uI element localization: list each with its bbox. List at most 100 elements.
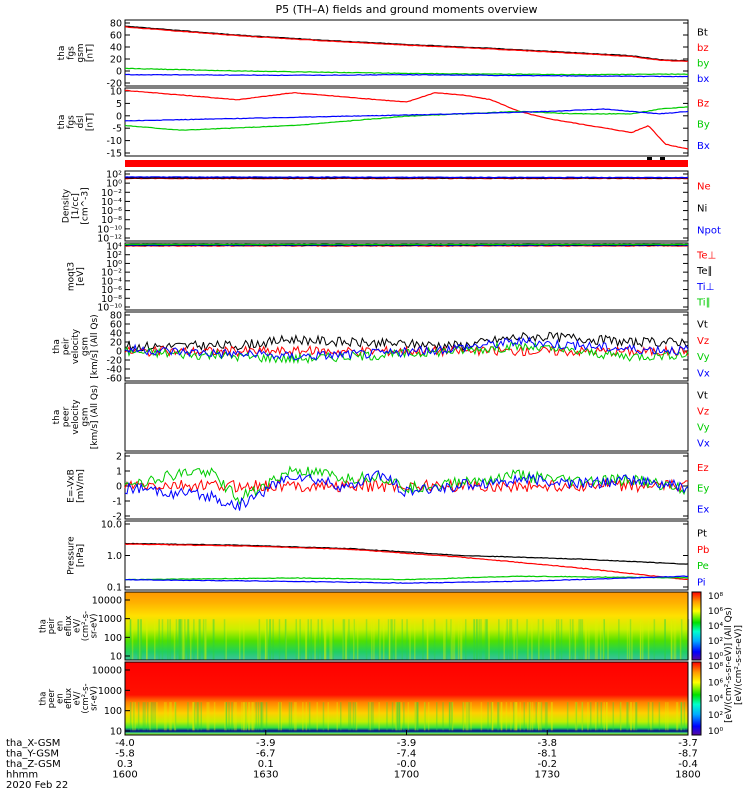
spectrogram-streak	[452, 619, 454, 660]
spectrogram-streak	[187, 619, 189, 660]
y-tick-label: 0	[116, 67, 122, 78]
panel-frame	[124, 170, 689, 242]
spectrogram-streak	[154, 619, 156, 660]
spectrogram-streak	[538, 619, 540, 660]
spectrogram-streak	[272, 619, 274, 660]
spectrogram-streak	[378, 702, 380, 732]
colorbar-tick-label: 10²	[708, 711, 723, 721]
spectrogram-streak	[527, 702, 529, 732]
spectrogram-streak	[225, 702, 227, 732]
y-tick-label: 60	[110, 320, 122, 331]
spectrogram-streak	[529, 702, 532, 732]
legend-Vt: Vt	[697, 391, 708, 402]
y-tick-label: -60	[106, 374, 122, 385]
spectrogram-streak	[393, 619, 396, 660]
spectrogram-streak	[190, 619, 192, 660]
spectrogram-streak	[449, 702, 451, 732]
series-line-Bz	[124, 89, 689, 150]
spectrogram-streak	[398, 702, 400, 732]
spectrogram-streak	[588, 619, 590, 660]
y-tick-label: 60	[110, 31, 122, 42]
y-tick-label: 80	[110, 19, 122, 30]
flag-mark	[660, 157, 665, 160]
x-tick-value: 1600	[112, 770, 137, 781]
y-tick-label: 0	[116, 482, 122, 493]
y-tick-label: -1	[113, 497, 122, 508]
spectrogram-streak	[373, 619, 375, 660]
y-label-line: [nT]	[85, 44, 95, 62]
spectrogram-streak	[370, 702, 373, 732]
spectrogram-streak	[491, 702, 494, 732]
spectrogram-streak	[436, 702, 438, 732]
y-tick-label: 0	[116, 347, 122, 358]
y-tick-label: 10	[110, 652, 122, 663]
spectrogram-streak	[590, 702, 592, 732]
series-line-Ex	[124, 470, 689, 511]
y-tick-label: 10000	[92, 666, 122, 677]
spectrogram-streak	[175, 619, 178, 660]
spectrogram-streak	[667, 702, 669, 732]
y-tick-label: 100	[104, 706, 122, 717]
y-tick-label: 10⁻⁸	[101, 294, 122, 305]
y-label-line: tha	[52, 410, 62, 425]
spectrogram-streak	[603, 619, 605, 660]
spectrogram-streak	[424, 702, 426, 732]
x-tick-value: -7.4	[397, 749, 417, 760]
spectrogram-streak	[223, 619, 226, 660]
spectrogram-streak	[484, 619, 487, 660]
spectrogram-streak	[192, 702, 194, 732]
spectrogram-streak	[468, 702, 470, 732]
spectrogram-streak	[671, 619, 673, 660]
spectrogram-streak	[395, 702, 397, 732]
spectrogram-streak	[321, 619, 323, 660]
spectrogram-streak	[581, 702, 584, 732]
spectrogram-streak	[352, 702, 355, 732]
spectrogram-streak	[399, 702, 401, 732]
spectrogram-streak	[599, 619, 602, 660]
y-label-line: [eV]	[76, 267, 86, 286]
spectrogram-streak	[260, 702, 263, 732]
spectrogram-streak	[515, 702, 517, 732]
spectrogram-streak	[450, 619, 452, 660]
spectrogram-streak	[460, 619, 463, 660]
spectrogram-streak	[629, 619, 632, 660]
spectrogram-streak	[202, 619, 205, 660]
spectrogram-streak	[198, 619, 200, 660]
spectrogram-streak	[278, 619, 281, 660]
y-tick-label: 10⁻⁶	[101, 206, 122, 217]
spectrogram-streak	[516, 619, 518, 660]
x-tick-value: -0.2	[537, 759, 557, 770]
colorbar-label-1: [eV/(cm²-s-sr-eV)] (All Qs)	[724, 607, 734, 723]
date-label: 2020 Feb 22	[6, 780, 68, 791]
series-line-Npot	[124, 176, 689, 179]
spectrogram-streak	[416, 702, 418, 732]
spectrogram-streak	[179, 619, 181, 660]
spectrogram-streak	[251, 702, 253, 732]
spectrogram-streak	[325, 619, 327, 660]
spectrogram-streak	[448, 702, 451, 732]
spectrogram-streak	[417, 702, 419, 732]
spectrogram-streak	[498, 619, 500, 660]
spectrogram-streak	[574, 702, 577, 732]
spectrogram-streak	[427, 702, 430, 732]
spectrogram-streak	[139, 619, 141, 660]
spectrogram-streak	[422, 619, 424, 660]
legend-Ex: Ex	[697, 504, 709, 515]
spectrogram-streak	[150, 702, 152, 732]
y-label-line: peir	[62, 337, 72, 355]
y-tick-label: 1000	[98, 614, 122, 625]
y-tick-label: -20	[106, 79, 122, 90]
spectrogram-streak	[295, 702, 297, 732]
y-label-line: peer	[62, 406, 72, 427]
y-tick-label: 10⁰	[106, 259, 122, 270]
colorbar	[691, 661, 702, 736]
spectrogram-streak	[626, 702, 628, 732]
x-tick-value: -3.7	[678, 738, 698, 749]
spectrogram-streak	[462, 702, 465, 732]
spectrogram-streak	[132, 702, 134, 732]
spectrogram-streak	[620, 702, 622, 732]
spectrogram-streak	[290, 702, 293, 732]
